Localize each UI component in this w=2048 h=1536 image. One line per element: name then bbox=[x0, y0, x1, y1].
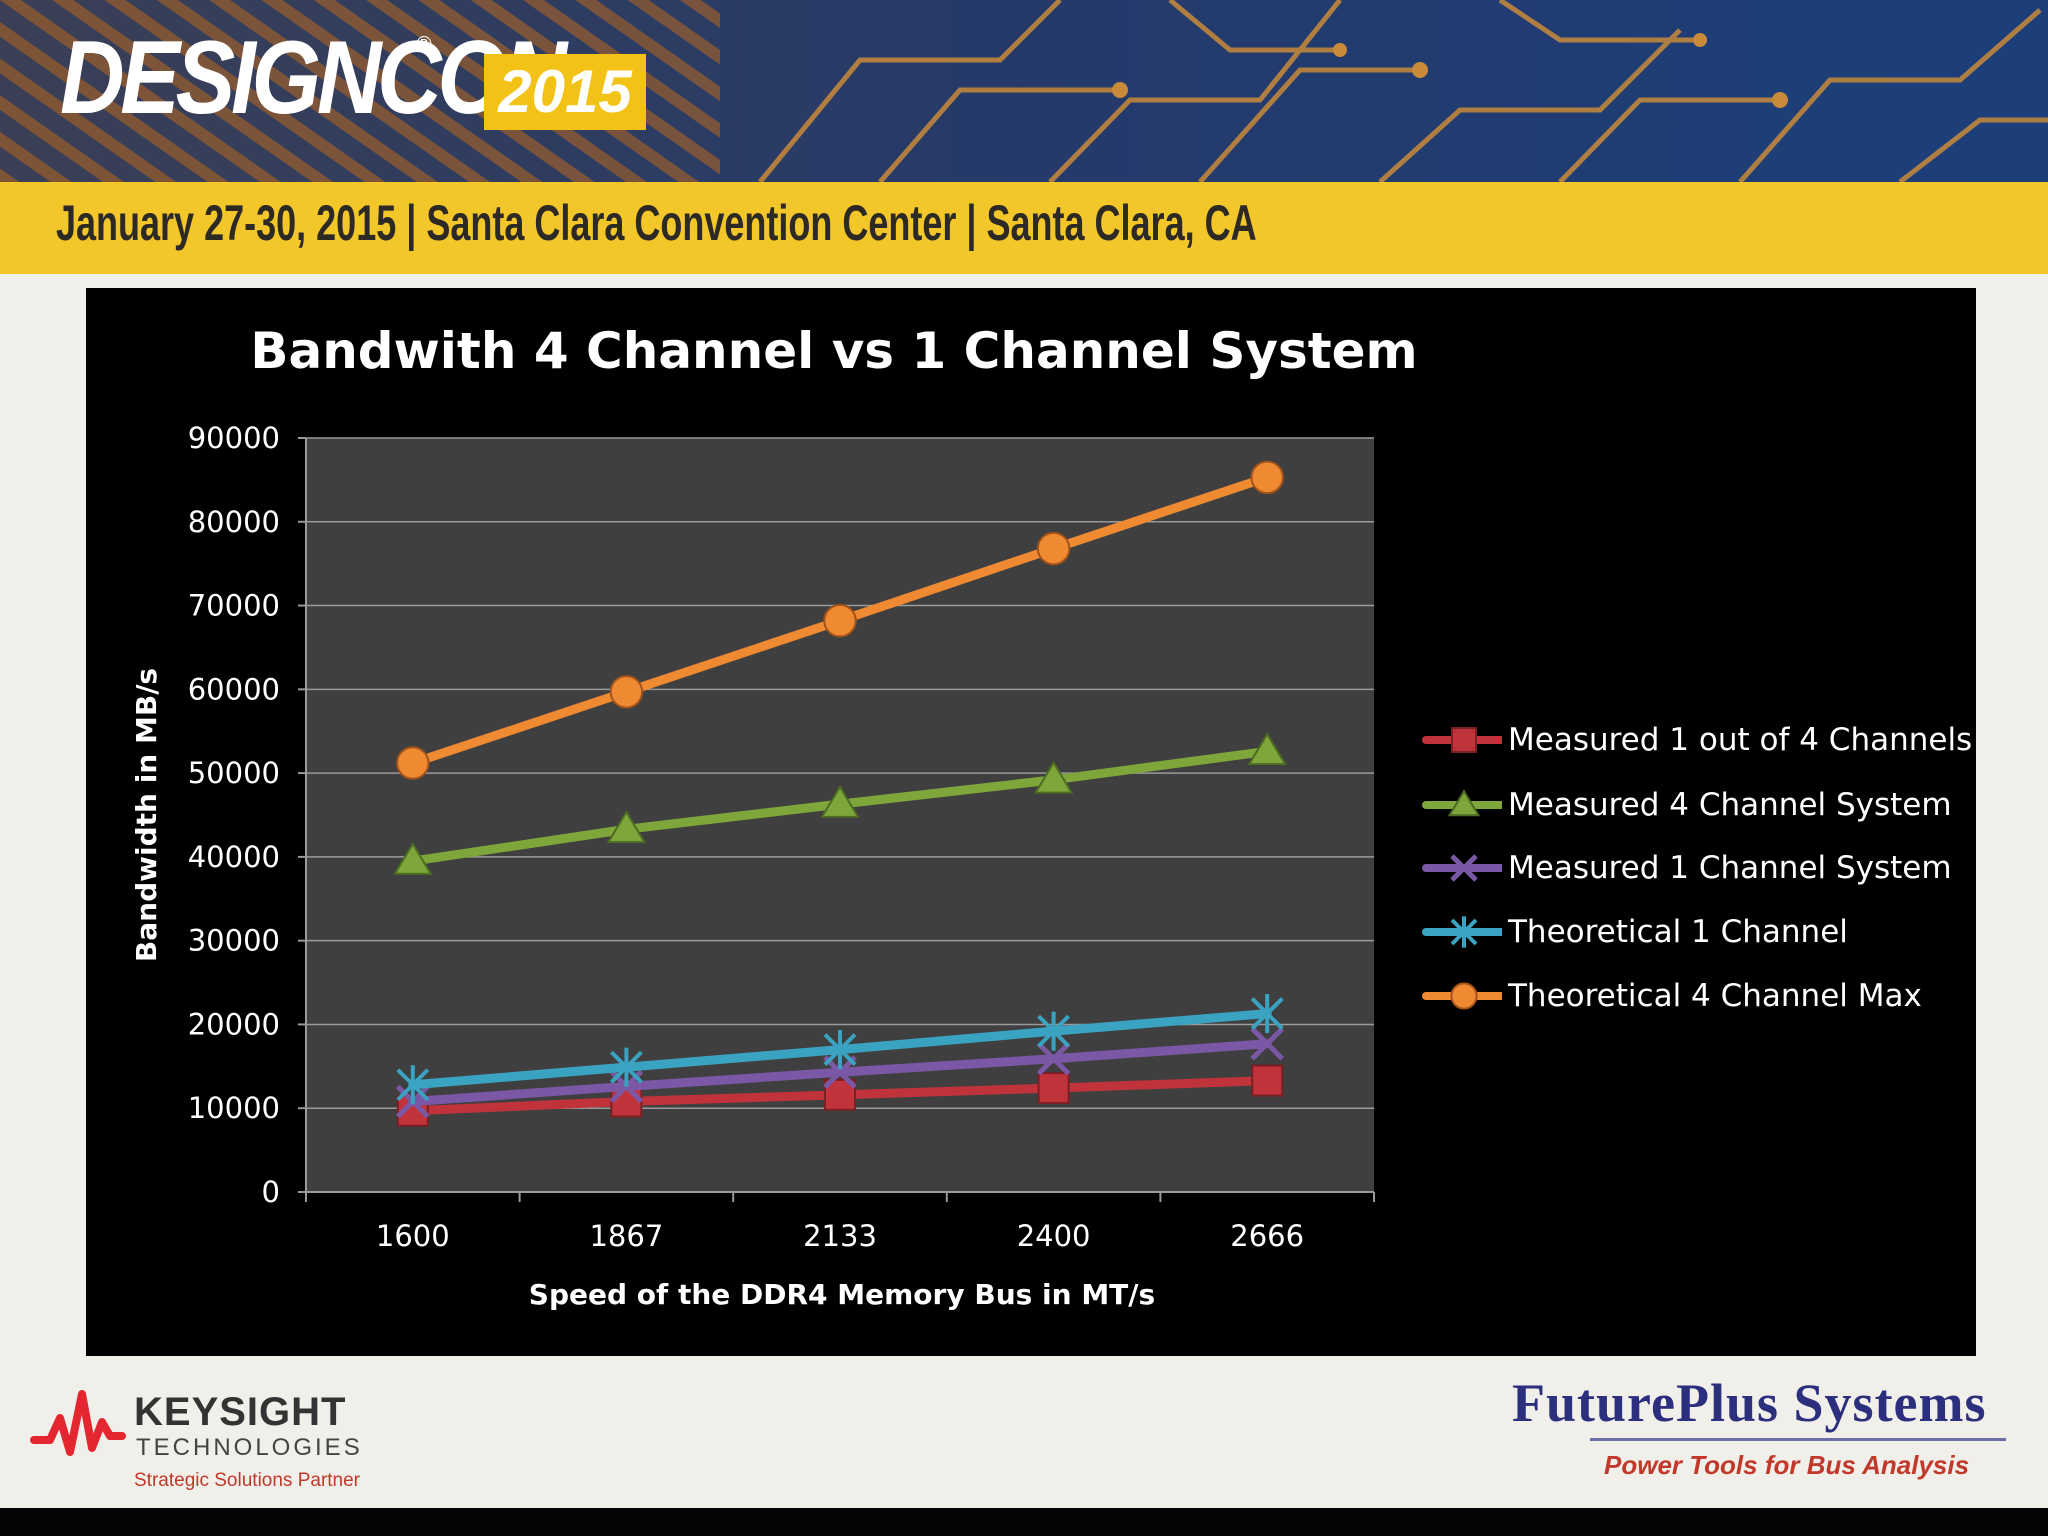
x-tick-label: 1867 bbox=[589, 1219, 663, 1253]
data-point bbox=[1033, 760, 1074, 794]
series-lines bbox=[393, 460, 1287, 1127]
data-point bbox=[1036, 1042, 1071, 1076]
legend-swatch bbox=[1422, 854, 1502, 882]
series-group bbox=[393, 732, 1287, 875]
data-point bbox=[1037, 1011, 1071, 1051]
chart-panel: 0 10000 20000 30000 40000 50000 60000 70000 8000… bbox=[86, 288, 1976, 1356]
series-group bbox=[396, 994, 1284, 1105]
futureplus-tagline: Power Tools for Bus Analysis bbox=[1604, 1450, 1970, 1480]
y-tick-label: 60000 bbox=[188, 672, 280, 706]
data-point bbox=[1450, 916, 1478, 948]
y-tick-label: 80000 bbox=[188, 505, 280, 539]
data-point bbox=[1250, 460, 1284, 495]
x-tick-label: 2400 bbox=[1017, 1219, 1091, 1253]
registered-mark: ® bbox=[414, 32, 434, 56]
logo-year: 2015 bbox=[484, 54, 646, 130]
x-tick-label: 2133 bbox=[803, 1219, 877, 1253]
event-details: January 27-30, 2015 | Santa Clara Conven… bbox=[56, 195, 1257, 251]
data-point bbox=[820, 784, 860, 818]
legend-swatch bbox=[1422, 916, 1502, 948]
data-point bbox=[1250, 994, 1284, 1034]
y-tick-label: 20000 bbox=[188, 1007, 280, 1041]
event-strip bbox=[0, 182, 2048, 274]
legend-swatch bbox=[1422, 982, 1502, 1010]
y-tick-label: 50000 bbox=[188, 756, 280, 790]
data-point bbox=[1251, 1064, 1284, 1097]
legend-label: Measured 4 Channel System bbox=[1508, 787, 1952, 823]
logo-text: DESIGNCON bbox=[60, 20, 567, 136]
x-axis-label: Speed of the DDR4 Memory Bus in MT/s bbox=[529, 1278, 1155, 1311]
y-tick-label: 40000 bbox=[188, 840, 280, 874]
y-tick-label: 0 bbox=[262, 1175, 280, 1209]
legend-item: Measured 1 Channel System bbox=[1422, 848, 1982, 888]
legend-label: Theoretical 4 Channel Max bbox=[1508, 978, 1922, 1014]
y-axis-label: Bandwidth in MB/s bbox=[130, 668, 163, 962]
legend-label: Theoretical 1 Channel bbox=[1508, 914, 1848, 950]
data-point bbox=[1450, 854, 1478, 882]
x-tick-labels: 1600 1867 2133 2400 2666 bbox=[376, 1219, 1304, 1253]
bottom-bar bbox=[0, 1508, 2048, 1536]
x-tick-label: 1600 bbox=[376, 1219, 450, 1253]
data-point bbox=[1450, 982, 1478, 1010]
y-tick-label: 30000 bbox=[188, 924, 280, 958]
data-point bbox=[823, 1030, 857, 1070]
data-point bbox=[1037, 1072, 1070, 1105]
futureplus-divider bbox=[1590, 1438, 2006, 1441]
data-point bbox=[1447, 789, 1481, 817]
futureplus-name: FuturePlus Systems bbox=[1512, 1373, 1987, 1433]
designcon-logo: DESIGNCON bbox=[60, 18, 645, 138]
series-group bbox=[396, 1064, 1284, 1127]
legend-item: Theoretical 1 Channel bbox=[1422, 912, 1982, 952]
y-tick-label: 90000 bbox=[188, 421, 280, 455]
keysight-logo: KEYSIGHT TECHNOLOGIES Strategic Solution… bbox=[30, 1388, 430, 1498]
data-point bbox=[823, 603, 857, 638]
legend-swatch bbox=[1422, 727, 1502, 753]
chart-title: Bandwith 4 Channel vs 1 Channel System bbox=[250, 322, 1417, 380]
data-point bbox=[609, 1047, 643, 1087]
legend-item: Theoretical 4 Channel Max bbox=[1422, 976, 1982, 1016]
axes bbox=[298, 437, 1375, 1202]
keysight-subtitle: TECHNOLOGIES bbox=[136, 1434, 363, 1461]
data-point bbox=[396, 746, 430, 780]
x-tick-label: 2666 bbox=[1230, 1219, 1304, 1253]
legend-swatch bbox=[1422, 789, 1502, 817]
data-point bbox=[606, 810, 647, 843]
header-banner: DESIGNCON ® 2015 bbox=[0, 0, 2048, 182]
y-tick-label: 10000 bbox=[188, 1091, 280, 1125]
legend-label: Measured 1 out of 4 Channels bbox=[1508, 722, 1973, 758]
data-point bbox=[1451, 727, 1477, 753]
data-point bbox=[393, 841, 433, 875]
keysight-partner: Strategic Solutions Partner bbox=[134, 1470, 361, 1491]
data-point bbox=[396, 1065, 430, 1105]
legend-item: Measured 4 Channel System bbox=[1422, 785, 1982, 825]
data-point bbox=[609, 675, 644, 709]
data-point bbox=[1247, 732, 1287, 766]
legend-label: Measured 1 Channel System bbox=[1508, 850, 1952, 886]
data-point bbox=[1036, 531, 1071, 566]
series-group bbox=[396, 460, 1284, 780]
legend-item: Measured 1 out of 4 Channels bbox=[1422, 720, 1982, 760]
keysight-wave-icon bbox=[30, 1390, 126, 1456]
line-chart: 0 10000 20000 30000 40000 50000 60000 70000 8000… bbox=[130, 322, 1418, 1311]
y-tick-label: 70000 bbox=[188, 589, 280, 623]
keysight-name: KEYSIGHT bbox=[134, 1390, 347, 1434]
data-point bbox=[1250, 1026, 1284, 1061]
y-tick-labels: 0 10000 20000 30000 40000 50000 60000 70000 8000… bbox=[188, 421, 280, 1209]
